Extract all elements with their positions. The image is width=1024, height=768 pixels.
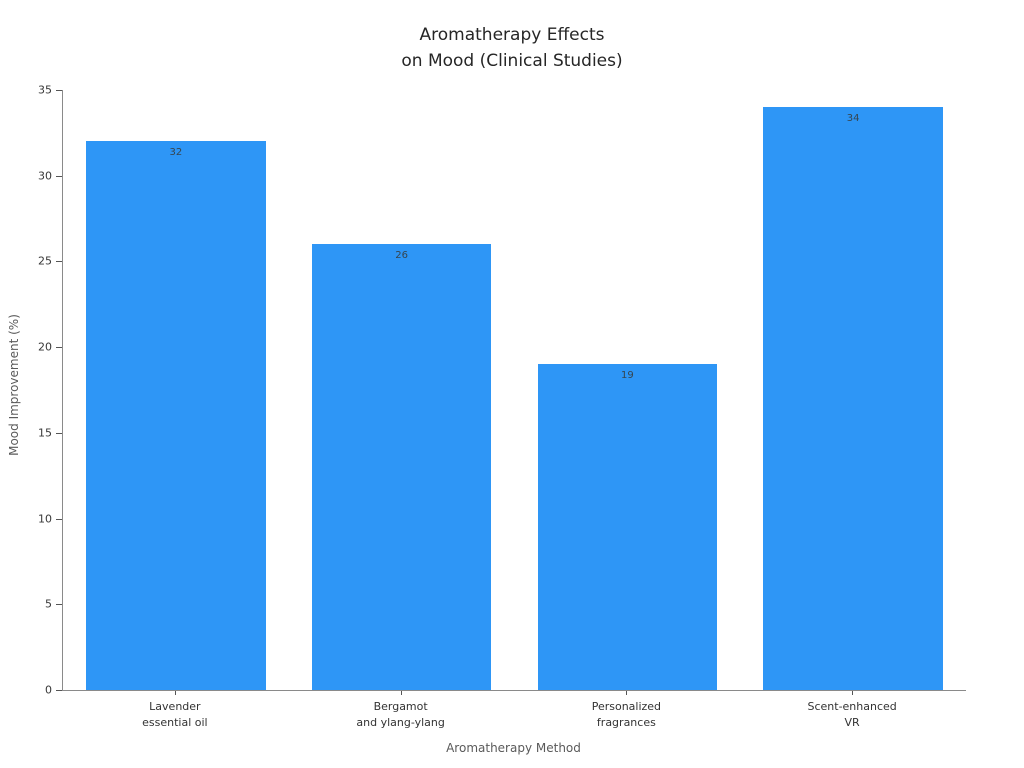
- y-tick-label: 35: [38, 83, 52, 97]
- chart-title-line1: Aromatherapy Effects: [419, 25, 605, 45]
- bar-value-label: 19: [621, 370, 634, 382]
- y-tick-label: 5: [45, 597, 52, 611]
- y-tick-label: 10: [38, 512, 52, 526]
- x-tick-mark: [626, 691, 628, 695]
- y-tick-mark: [56, 175, 62, 177]
- plot-area: 32 26 19 34: [62, 90, 966, 691]
- bar-value-label: 34: [846, 113, 860, 125]
- y-tick-label: 20: [38, 340, 52, 354]
- category-label: Scent-enhanced VR: [807, 700, 897, 729]
- bar-slot: 19: [515, 90, 741, 690]
- y-tick-label: 30: [38, 169, 52, 183]
- bar: 32: [86, 141, 266, 690]
- bar-slot: 26: [289, 90, 515, 690]
- chart-title: Aromatherapy Effects on Mood (Clinical S…: [0, 22, 1024, 74]
- y-tick-mark: [56, 518, 62, 520]
- y-tick-mark: [56, 432, 62, 434]
- bar: 19: [537, 364, 718, 690]
- x-tick-mark: [174, 691, 176, 695]
- bar-value-label: 32: [169, 147, 183, 159]
- x-axis-title: Aromatherapy Method: [446, 741, 581, 755]
- bar: 34: [763, 107, 943, 690]
- category-label: Personalized fragrances: [591, 700, 662, 729]
- x-tick-mark: [852, 691, 854, 695]
- x-axis-category-labels: Lavender essential oil Bergamot and ylang…: [62, 699, 965, 731]
- bar-value-label: 26: [395, 250, 408, 262]
- bar: 26: [311, 244, 492, 690]
- chart-title-line2: on Mood (Clinical Studies): [401, 51, 623, 71]
- x-tick-mark: [400, 691, 402, 695]
- y-tick-label: 15: [38, 426, 52, 440]
- bar-slot: 34: [740, 90, 966, 690]
- y-tick-mark: [56, 347, 62, 349]
- y-tick-label: 0: [45, 683, 52, 697]
- y-tick-mark: [56, 261, 62, 263]
- y-tick-mark: [56, 690, 62, 691]
- y-tick-label: 25: [38, 254, 52, 268]
- y-tick-mark: [56, 90, 62, 91]
- y-tick-mark: [56, 604, 62, 606]
- bar-slot: 32: [63, 90, 289, 690]
- category-label: Lavender essential oil: [142, 700, 208, 729]
- category-label: Bergamot and ylang-ylang: [356, 700, 445, 729]
